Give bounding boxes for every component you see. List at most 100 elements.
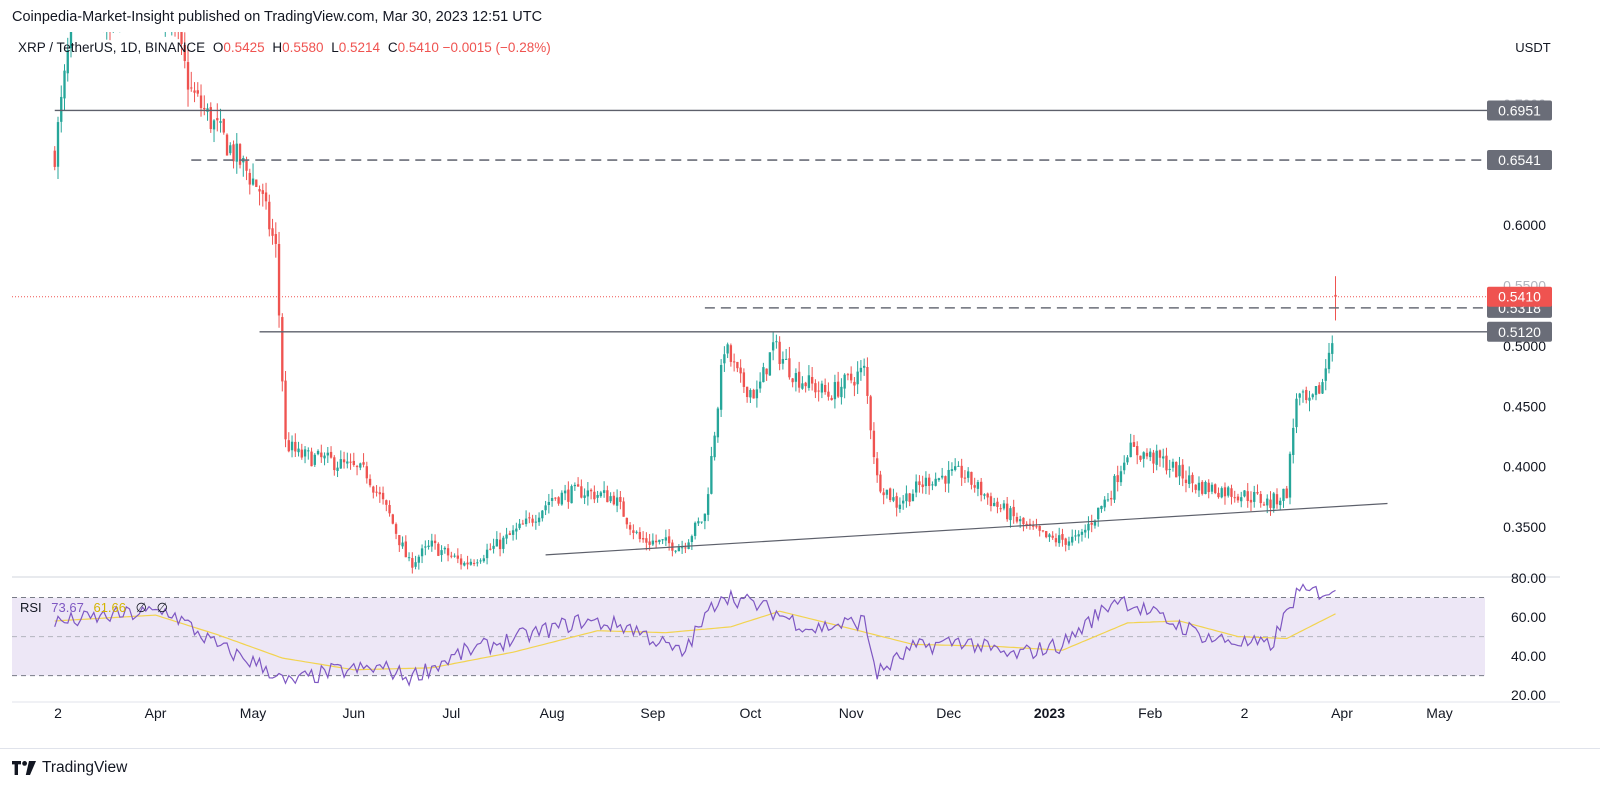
candle <box>1048 533 1051 542</box>
candle-body <box>1227 487 1230 496</box>
candle-body <box>1077 534 1080 537</box>
candle-body <box>414 562 417 567</box>
candle <box>778 336 781 371</box>
candle <box>502 535 505 554</box>
candle-body <box>323 455 326 459</box>
candle-body <box>599 492 603 497</box>
candle <box>251 163 255 186</box>
candle-body <box>622 501 625 517</box>
candle-body <box>1061 534 1064 540</box>
candle <box>1269 491 1272 516</box>
candle-body <box>976 482 980 489</box>
candle <box>199 84 203 117</box>
candle <box>888 487 892 503</box>
candle <box>1129 433 1132 458</box>
candle <box>843 373 846 399</box>
candle <box>1022 517 1025 532</box>
candle <box>1285 485 1288 499</box>
candle-body <box>567 489 570 502</box>
candle-body <box>391 514 394 524</box>
candle-body <box>437 543 440 556</box>
candle-body <box>1116 475 1119 483</box>
time-axis[interactable]: 2 Apr May Jun Jul Aug Sep Oct Nov Dec 2023 Feb 2 Apr M… <box>54 705 1453 721</box>
candle <box>225 133 229 156</box>
candle-body <box>125 0 127 28</box>
candle <box>1012 499 1015 524</box>
candle <box>479 558 482 564</box>
candle <box>112 32 114 33</box>
candle-body <box>251 178 255 185</box>
candle <box>836 371 840 399</box>
candle <box>420 544 424 564</box>
candle-body <box>1249 499 1253 503</box>
level-badge-0.6951-box <box>1487 100 1552 121</box>
candle <box>1155 444 1158 471</box>
price-axis[interactable]: USDT0.35000.40000.45000.50000.55000.6000… <box>1487 40 1552 535</box>
candle <box>508 530 512 536</box>
candle <box>671 539 674 557</box>
rsi-legend: RSI 73.67 61.66 ∅ ∅ <box>20 600 168 616</box>
candle-body <box>235 143 238 162</box>
candle-body <box>1006 503 1009 520</box>
candle <box>810 367 814 391</box>
candle-body <box>1145 452 1149 457</box>
candle <box>511 525 515 541</box>
ascending-trendline[interactable] <box>545 502 1388 556</box>
candle-body <box>346 461 349 464</box>
candle-body <box>459 558 463 565</box>
candle-body <box>443 547 446 550</box>
candle-body <box>1136 446 1139 456</box>
candle <box>281 313 284 392</box>
rsi-tick-label: 80.00 <box>1511 570 1546 586</box>
candle-body <box>362 462 365 465</box>
candle-body <box>385 500 388 505</box>
candle <box>515 522 518 540</box>
candle-body <box>313 454 316 465</box>
candle <box>1058 527 1061 547</box>
candle <box>277 231 281 328</box>
candle <box>365 461 368 484</box>
candle <box>625 517 629 529</box>
candle-body <box>1318 385 1321 394</box>
candle-body <box>388 505 391 514</box>
candle-body <box>1298 393 1301 398</box>
candle <box>456 548 459 564</box>
tradingview-logo[interactable]: TradingView <box>12 759 127 777</box>
candle-body <box>697 521 700 524</box>
candle <box>56 116 60 179</box>
candle-body <box>1025 523 1028 526</box>
candle <box>1158 449 1162 467</box>
candle-body <box>947 469 950 484</box>
candle <box>989 492 993 512</box>
candle-body <box>674 550 677 552</box>
candle <box>937 477 941 482</box>
candle-body <box>866 367 869 396</box>
candle <box>115 8 117 27</box>
candle-body <box>424 546 427 548</box>
candle <box>853 377 856 397</box>
candle <box>563 484 567 501</box>
candle <box>547 493 551 514</box>
candle-body <box>791 378 794 383</box>
candle-body <box>63 70 66 99</box>
candle-body <box>1012 506 1015 517</box>
candle <box>290 435 294 458</box>
candle <box>703 513 707 530</box>
candle <box>96 0 98 10</box>
candle <box>167 0 169 21</box>
candle <box>706 487 710 522</box>
candle <box>264 182 268 210</box>
candle <box>1136 441 1139 465</box>
horizontal-levels[interactable] <box>54 109 1487 333</box>
candle <box>856 361 859 395</box>
candle <box>238 143 242 169</box>
candle <box>645 532 648 551</box>
candle <box>1087 516 1090 539</box>
candle-body <box>1266 498 1269 506</box>
candle-body <box>255 179 258 187</box>
rsi-tick-label: 40.00 <box>1511 648 1546 664</box>
candle <box>537 512 541 526</box>
candle-body <box>1262 504 1266 506</box>
candle-body <box>1097 507 1100 520</box>
